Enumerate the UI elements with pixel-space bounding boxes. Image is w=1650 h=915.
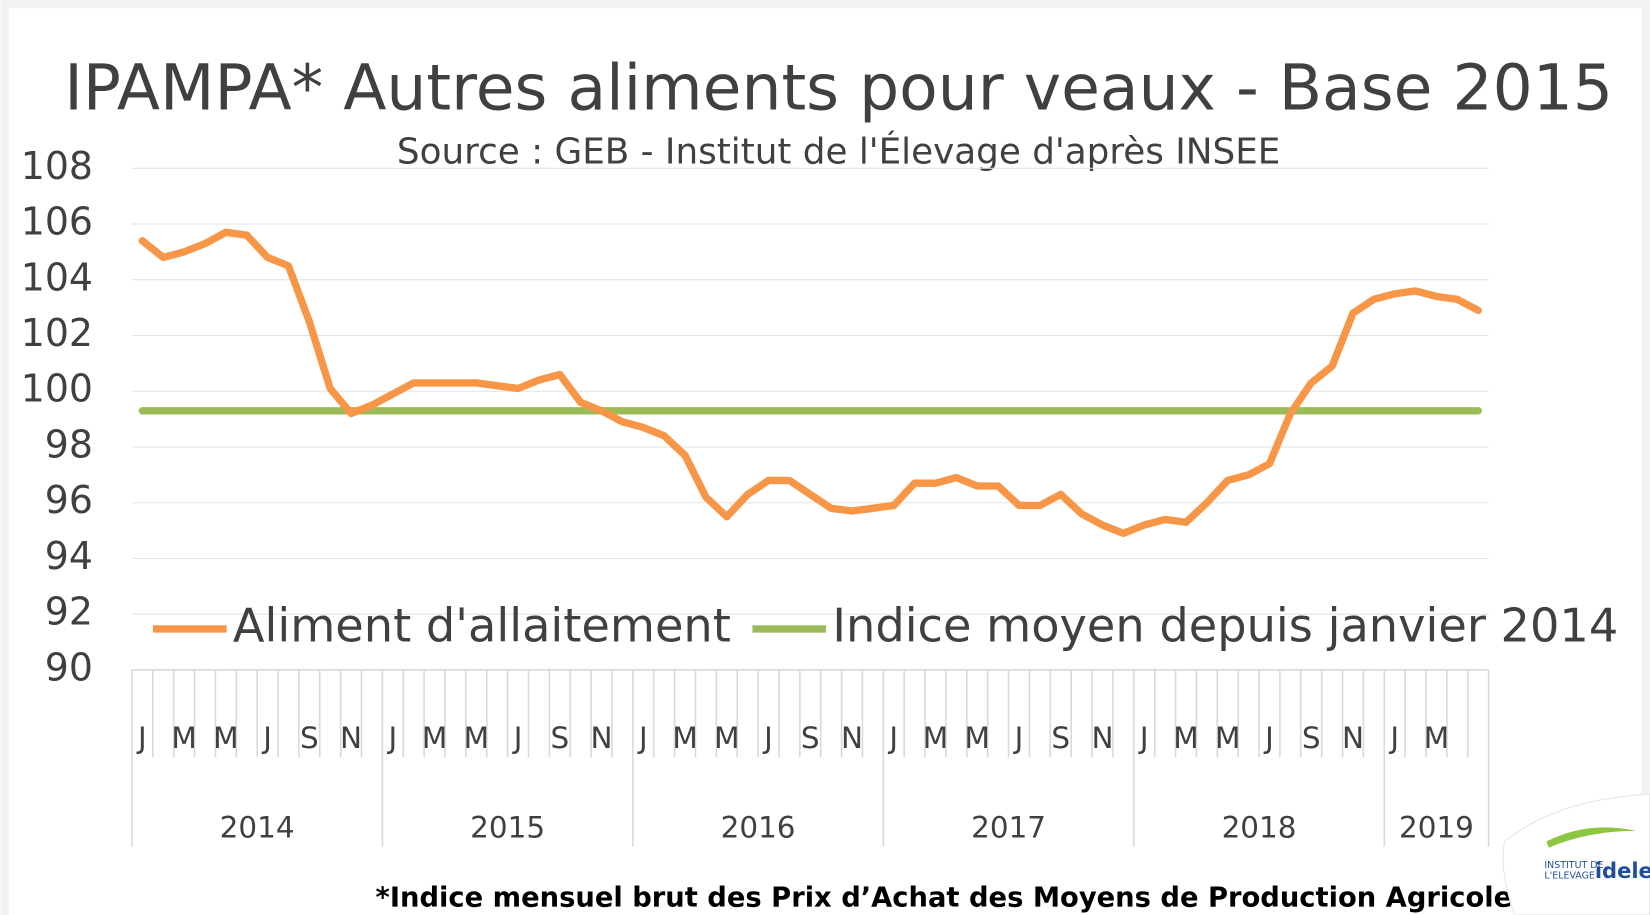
x-tick-label: J xyxy=(762,721,773,755)
x-tick-label: N xyxy=(841,721,863,755)
y-tick-label: 100 xyxy=(21,367,93,411)
x-tick-label: M xyxy=(1173,721,1198,755)
x-tick-label: S xyxy=(1051,721,1070,755)
x-tick-label: M xyxy=(213,721,238,755)
year-label: 2018 xyxy=(1222,810,1297,844)
year-label: 2017 xyxy=(971,810,1046,844)
x-tick-label: J xyxy=(637,721,648,755)
x-tick-label: M xyxy=(714,721,739,755)
year-label: 2015 xyxy=(470,810,545,844)
x-tick-label: M xyxy=(923,721,948,755)
logo-shape xyxy=(1502,793,1650,915)
x-tick-label: J xyxy=(261,721,272,755)
x-tick-label: S xyxy=(801,721,820,755)
year-label: 2014 xyxy=(220,810,295,844)
x-tick-label: M xyxy=(464,721,489,755)
footnote: *Indice mensuel brut des Prix d’Achat de… xyxy=(376,883,1513,914)
y-tick-label: 98 xyxy=(45,422,93,466)
x-tick-label: N xyxy=(1342,721,1364,755)
x-tick-label: N xyxy=(1091,721,1113,755)
x-tick-label: M xyxy=(1424,721,1449,755)
logo-text: INSTITUT DE xyxy=(1544,860,1603,871)
logo-text: L'ELEVAGE xyxy=(1544,871,1595,882)
x-tick-label: M xyxy=(672,721,697,755)
y-tick-label: 96 xyxy=(45,478,93,522)
logo-swoosh xyxy=(1546,827,1636,848)
year-label: 2019 xyxy=(1399,810,1474,844)
chart-title: IPAMPA* Autres aliments pour veaux - Bas… xyxy=(64,51,1613,125)
year-label: 2016 xyxy=(721,810,796,844)
y-tick-label: 90 xyxy=(45,645,93,689)
x-tick-label: J xyxy=(887,721,898,755)
logo-brand: idele xyxy=(1595,858,1650,883)
x-tick-label: J xyxy=(136,721,147,755)
x-tick-label: J xyxy=(1263,721,1274,755)
x-tick-label: S xyxy=(300,721,319,755)
legend-label: Aliment d'allaitement xyxy=(233,598,731,652)
legend-label: Indice moyen depuis janvier 2014 xyxy=(832,598,1618,652)
x-tick-label: J xyxy=(1388,721,1399,755)
y-tick-label: 106 xyxy=(21,200,93,244)
x-tick-label: S xyxy=(550,721,569,755)
y-tick-label: 102 xyxy=(21,311,93,355)
x-tick-label: M xyxy=(1215,721,1240,755)
x-tick-label: J xyxy=(1013,721,1024,755)
x-tick-label: M xyxy=(171,721,196,755)
x-tick-label: S xyxy=(1302,721,1321,755)
y-tick-label: 92 xyxy=(45,590,93,634)
x-tick-label: J xyxy=(512,721,523,755)
chart-subtitle: Source : GEB - Institut de l'Élevage d'a… xyxy=(397,131,1280,173)
x-tick-label: J xyxy=(1138,721,1149,755)
series-line xyxy=(138,228,1482,538)
x-tick-label: M xyxy=(965,721,990,755)
y-tick-label: 94 xyxy=(45,534,93,578)
x-tick-label: N xyxy=(340,721,362,755)
x-tick-label: J xyxy=(386,721,397,755)
x-tick-label: M xyxy=(422,721,447,755)
y-tick-label: 104 xyxy=(21,255,93,299)
slide xyxy=(8,8,1642,915)
x-tick-label: N xyxy=(591,721,613,755)
logo: INSTITUT DE L'ELEVAGE idele xyxy=(1502,793,1650,915)
y-tick-label: 108 xyxy=(21,144,93,188)
